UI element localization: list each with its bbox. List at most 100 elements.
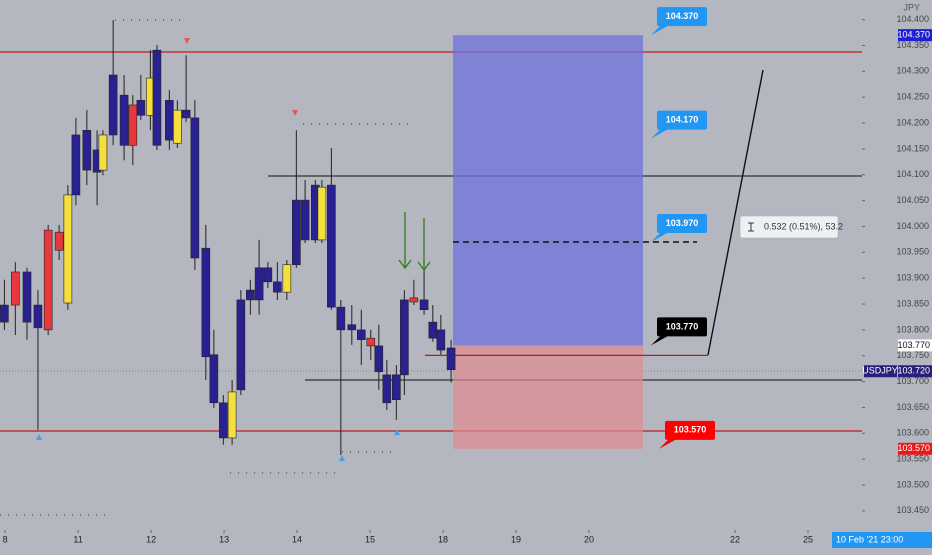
candle-body — [152, 49, 162, 146]
symbol-label: USDJPY — [862, 366, 898, 376]
candle-body — [201, 247, 211, 358]
measure-icon — [748, 222, 754, 232]
currency-label: JPY — [903, 2, 920, 12]
candle-body — [374, 345, 384, 373]
candles — [0, 20, 456, 456]
candle-body — [63, 194, 73, 304]
arrow-head — [417, 261, 431, 272]
candle-body — [98, 134, 108, 171]
callout-tail — [651, 25, 669, 36]
symbol-tag — [864, 365, 897, 378]
x-tick-label: 18 — [438, 534, 448, 544]
callout-tail — [651, 335, 669, 346]
candle-body — [263, 267, 273, 283]
candle-body — [11, 271, 20, 306]
position-tool — [425, 35, 708, 449]
candle-body — [190, 117, 200, 259]
candle-body — [173, 109, 182, 144]
candle-body — [446, 347, 456, 371]
callout-label: 103.570 — [674, 425, 707, 435]
candle-body — [282, 264, 292, 293]
candle-body — [0, 304, 9, 323]
x-tick-label: 11 — [73, 534, 82, 544]
candle-body — [181, 109, 191, 119]
price-tag — [898, 442, 932, 455]
price-tag — [898, 339, 932, 352]
y-tick-label: 103.950 — [896, 247, 929, 257]
candle-body — [382, 374, 392, 404]
loss-zone — [453, 345, 643, 449]
candle-body — [165, 100, 174, 141]
pivot-marker — [394, 429, 400, 435]
candle-body — [128, 104, 138, 146]
callout-label: 103.770 — [666, 321, 699, 331]
candle-body — [136, 100, 146, 116]
callout-label: 103.970 — [666, 218, 699, 228]
callout-label: 104.370 — [666, 11, 699, 21]
x-tick-label: 12 — [146, 534, 156, 544]
candle-body — [273, 281, 282, 293]
x-tick-label: 20 — [584, 534, 594, 544]
x-tick-label: 13 — [219, 534, 229, 544]
profit-zone — [453, 35, 643, 346]
candle-body — [317, 186, 327, 241]
candle-body — [43, 229, 53, 331]
y-tick-label: 103.500 — [896, 479, 929, 489]
candle-body — [246, 289, 255, 301]
candle-body — [71, 134, 81, 196]
x-tick-label: 19 — [511, 534, 521, 544]
candle-body — [400, 299, 409, 376]
arrow-head — [398, 259, 412, 270]
candle-body — [409, 297, 419, 303]
y-tick-label: 104.150 — [896, 143, 929, 153]
candle-body — [82, 130, 92, 171]
candle-body — [347, 324, 357, 331]
callout-box — [657, 213, 707, 233]
price-tag-label: 103.720 — [897, 366, 930, 376]
y-tick-label: 104.000 — [896, 221, 929, 231]
candle-body — [366, 337, 376, 347]
y-tick-label: 103.550 — [896, 454, 929, 464]
x-tick-label: 15 — [365, 534, 375, 544]
callout-box — [657, 110, 707, 130]
candle-body — [356, 329, 366, 341]
price-tag-label: 104.370 — [897, 30, 930, 40]
price-tag — [898, 29, 932, 42]
candle-body — [292, 199, 301, 266]
y-tick-label: 103.800 — [896, 324, 929, 334]
candle-body — [236, 299, 246, 391]
y-tick-label: 103.650 — [896, 402, 929, 412]
callout-tail — [651, 231, 669, 242]
x-tick-label: 8 — [3, 534, 8, 544]
candle-body — [436, 329, 446, 351]
callout-label: 104.170 — [666, 114, 699, 124]
candle-body — [336, 306, 346, 331]
callout-box — [657, 317, 707, 337]
x-tick-label: 25 — [803, 534, 813, 544]
y-tick-label: 103.750 — [896, 350, 929, 360]
pivot-marker — [292, 110, 298, 116]
measure-label: 0.532 (0.51%), 53.2 — [764, 221, 843, 231]
candle-body — [209, 354, 219, 404]
callout-tail — [659, 438, 677, 449]
callout-box — [657, 7, 707, 27]
y-tick-label: 104.250 — [896, 92, 929, 102]
candle-body — [54, 231, 64, 251]
candle-body — [327, 184, 336, 308]
pivot-marker — [184, 38, 190, 44]
candle-body — [219, 402, 228, 439]
candle-body — [108, 74, 118, 136]
price-axis: 103.450 103.500 103.550 103.600 103.650 103.7… — [862, 14, 932, 515]
time-tag — [832, 532, 932, 548]
y-tick-label: 104.200 — [896, 117, 929, 127]
candle-body — [300, 199, 310, 241]
candle-body — [227, 391, 237, 439]
y-tick-label: 103.450 — [896, 505, 929, 515]
pivot-marker — [339, 455, 345, 461]
measure-box — [739, 215, 839, 239]
y-tick-label: 103.700 — [896, 376, 929, 386]
candle-body — [22, 271, 32, 323]
pivot-marker — [36, 434, 42, 440]
price-tag-label: 103.770 — [897, 340, 930, 350]
